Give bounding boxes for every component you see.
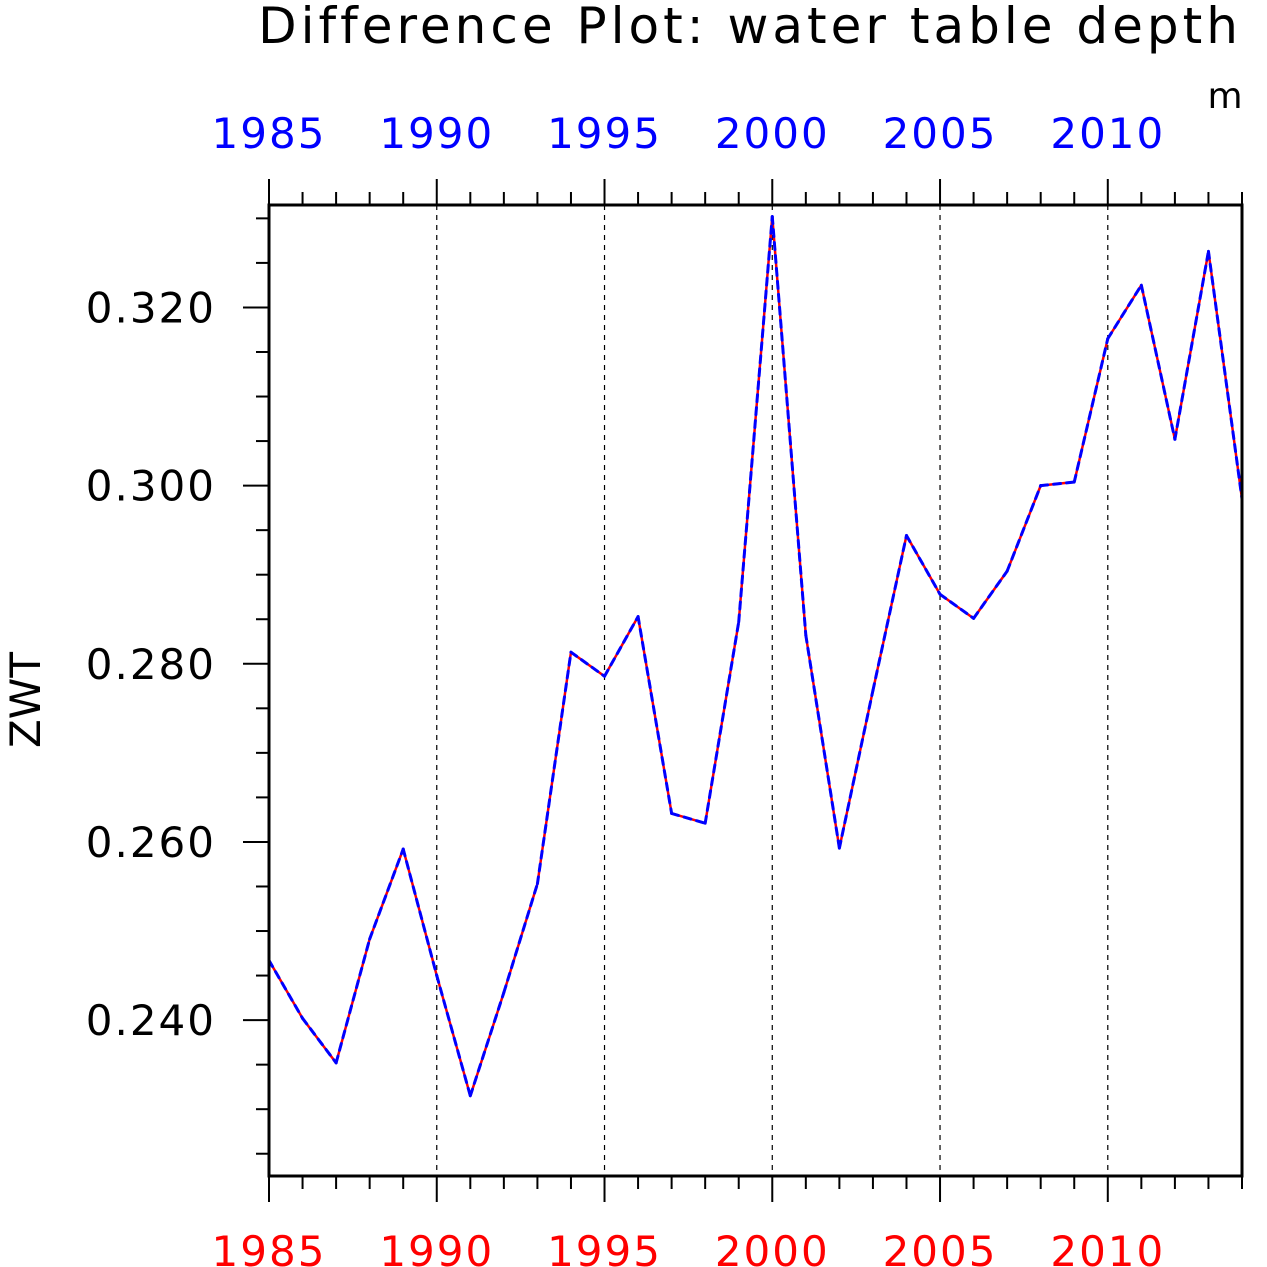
y-axis-title: ZWT <box>1 652 50 748</box>
line-segment <box>636 615 674 815</box>
x-tick-label-bottom: 1995 <box>547 1227 662 1267</box>
line-segment <box>938 592 976 620</box>
line-segment <box>401 847 439 978</box>
line-segment <box>1039 480 1076 488</box>
chart-title: Difference Plot: water table depth <box>258 0 1242 55</box>
line-segment <box>368 847 405 941</box>
tick-labels: 1985 1985 1990 1990 1995 1995 2000 2000 2005 2005… <box>86 109 1165 1267</box>
x-tick-label-top: 2005 <box>883 109 998 158</box>
series-dashed-line <box>267 215 1244 1098</box>
line-segment <box>334 937 372 1065</box>
x-tick-label-bottom: 2010 <box>1050 1227 1165 1267</box>
x-tick-label-top: 2010 <box>1050 109 1165 158</box>
series-lines <box>267 215 1244 1098</box>
x-tick-label-bottom: 1985 <box>212 1227 327 1267</box>
line-segment <box>1173 249 1210 441</box>
y-tick-label: 0.280 <box>86 640 216 689</box>
line-segment <box>301 1016 338 1065</box>
line-segment <box>502 882 539 994</box>
x-tick-label-top: 2000 <box>715 109 830 158</box>
line-segment <box>804 633 841 850</box>
y-tick-label: 0.300 <box>86 462 216 511</box>
axis-ticks <box>243 179 1243 1202</box>
line-segment <box>703 620 741 825</box>
units-label: m <box>1207 76 1242 117</box>
line-segment <box>670 811 707 825</box>
line-segment <box>1072 337 1110 484</box>
line-segment <box>972 569 1009 620</box>
series-solid-line <box>267 215 1244 1098</box>
line-segment <box>1005 484 1043 573</box>
line-segment <box>435 974 472 1098</box>
x-tick-label-bottom: 1990 <box>379 1227 494 1267</box>
y-tick-label: 0.240 <box>86 996 216 1045</box>
line-segment <box>1139 283 1177 441</box>
y-tick-label: 0.320 <box>86 283 216 332</box>
plot-frame <box>267 203 1244 1178</box>
x-tick-label-top: 1990 <box>379 109 494 158</box>
line-segment <box>737 215 774 624</box>
line-segment <box>904 533 942 596</box>
line-segment <box>569 650 607 678</box>
line-segment <box>837 689 875 850</box>
line-segment <box>1106 283 1143 341</box>
x-tick-label-bottom: 2005 <box>883 1227 998 1267</box>
y-tick-label: 0.260 <box>86 818 216 867</box>
line-segment <box>871 533 908 692</box>
x-tick-label-bottom: 2000 <box>715 1227 830 1267</box>
line-segment <box>770 215 808 637</box>
x-tick-label-top: 1985 <box>212 109 327 158</box>
x-tick-label-top: 1995 <box>547 109 662 158</box>
line-segment <box>267 958 305 1020</box>
line-segment <box>535 650 573 886</box>
x-gridlines <box>436 205 1109 1176</box>
line-segment <box>468 990 506 1098</box>
line-segment <box>1206 249 1244 501</box>
line-segment <box>603 615 640 678</box>
